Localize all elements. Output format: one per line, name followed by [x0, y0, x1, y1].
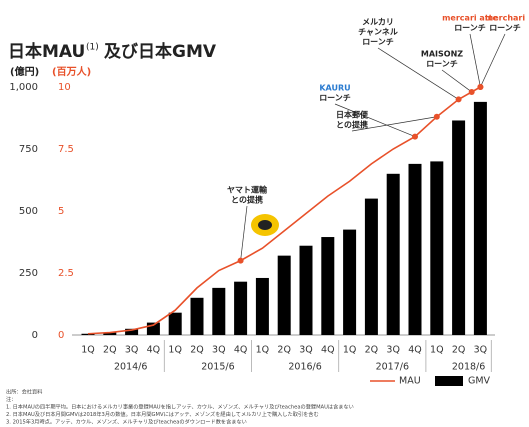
- annotation-dot: [455, 96, 462, 103]
- year-label: 2017/6: [376, 362, 409, 373]
- y2-tick-label: 10: [58, 82, 71, 93]
- y2-tick-label: 0: [58, 330, 64, 341]
- y2-axis-label: (百万人): [52, 65, 91, 78]
- legend-swatch: [435, 376, 463, 386]
- bar: [386, 173, 400, 335]
- year-label: 2018/6: [452, 362, 485, 373]
- annotation-leader: [377, 47, 459, 100]
- y-tick-label: 250: [19, 268, 38, 279]
- annotation-text: メルカリ: [362, 18, 394, 27]
- x-tick-label: 3Q: [386, 345, 400, 356]
- x-tick-label: 2Q: [190, 345, 204, 356]
- legend: MAU GMV: [370, 376, 491, 387]
- footnote: 出所：会社資料: [6, 388, 42, 396]
- footnote: 1. 日本MAUの四半期平均。日本におけるメルカリ事業の登録MAUを指しアッテ、…: [6, 403, 354, 411]
- annotation-text: との提携: [231, 195, 263, 205]
- annotation-text: ローンチ: [489, 24, 521, 33]
- x-tick-label: 2Q: [452, 345, 466, 356]
- chart-title: 日本MAU: [8, 41, 85, 62]
- x-tick-label: 4Q: [234, 345, 248, 356]
- x-tick-label: 1Q: [81, 345, 95, 356]
- y-tick-label: 1,000: [9, 82, 38, 93]
- bar: [255, 277, 269, 335]
- footnote: 2. 日本MAU及び日本月間GMVは2018年3月の数値。日本月間GMVにはアッ…: [6, 410, 319, 418]
- y2-tick-label: 7.5: [58, 144, 74, 155]
- y-tick-label: 0: [32, 330, 38, 341]
- annotation-leader: [334, 103, 416, 137]
- bar: [299, 245, 313, 335]
- x-tick-label: 4Q: [408, 345, 422, 356]
- x-tick-label: 3Q: [299, 345, 313, 356]
- logo-inner: [258, 220, 272, 230]
- bar: [103, 332, 117, 335]
- bar: [364, 198, 378, 335]
- bar: [343, 229, 357, 335]
- bar: [408, 163, 422, 335]
- legend-label: MAU: [399, 376, 421, 387]
- annotation-leader: [240, 205, 248, 261]
- bar: [277, 255, 291, 335]
- y-axis-label: (億円): [10, 65, 39, 78]
- bar: [430, 161, 444, 335]
- bar: [125, 328, 139, 335]
- annotation-text: MAISONZ: [421, 50, 463, 59]
- year-label: 2015/6: [201, 362, 234, 373]
- annotation-dot: [477, 84, 484, 90]
- annotation-text: ローンチ: [454, 24, 486, 33]
- x-tick-label: 3Q: [125, 345, 139, 356]
- x-tick-label: 1Q: [256, 345, 270, 356]
- bar: [473, 101, 487, 335]
- annotation-text: mercari atte: [442, 14, 498, 23]
- annotation-dot: [237, 257, 244, 264]
- year-label: 2016/6: [288, 362, 321, 373]
- year-label: 2014/6: [114, 362, 147, 373]
- y2-tick-label: 5: [58, 206, 64, 217]
- bar: [212, 287, 226, 335]
- annotation-text: ローンチ: [362, 38, 394, 47]
- x-tick-label: 4Q: [321, 345, 335, 356]
- x-tick-label: 4Q: [147, 345, 161, 356]
- x-tick-label: 3Q: [474, 345, 488, 356]
- annotation-text: ローンチ: [426, 60, 458, 69]
- footnote: 3. 2015年3月時点。アッテ、カウル、メゾンズ、メルチャリ及びteachea…: [6, 418, 247, 426]
- legend-label: GMV: [468, 376, 491, 387]
- bar: [190, 297, 204, 335]
- footnote: 注：: [6, 395, 16, 403]
- bar: [321, 237, 335, 335]
- y-tick-label: 500: [19, 206, 38, 217]
- x-tick-label: 1Q: [343, 345, 357, 356]
- y-tick-label: 750: [19, 144, 38, 155]
- annotation-text: との提携: [336, 120, 368, 130]
- annotation-leader: [480, 33, 506, 88]
- chart-title-rest: 及び日本GMV: [104, 41, 217, 62]
- x-tick-label: 2Q: [365, 345, 379, 356]
- annotation-dot: [468, 88, 475, 95]
- title-note: (1): [86, 43, 99, 53]
- annotation-leader: [441, 69, 472, 93]
- x-tick-label: 3Q: [212, 345, 226, 356]
- annotation-text: ローンチ: [319, 94, 351, 103]
- x-tick-label: 1Q: [430, 345, 444, 356]
- annotation-text: ヤマト運輸: [227, 185, 268, 195]
- bar: [452, 120, 466, 335]
- annotation-leader: [469, 33, 481, 88]
- annotation-text: merchari: [485, 14, 525, 23]
- bar: [81, 333, 95, 335]
- annotation-dot: [433, 113, 440, 120]
- annotation-leader: [351, 116, 437, 132]
- annotation-text: 日本郵便: [336, 110, 369, 120]
- x-tick-label: 1Q: [168, 345, 182, 356]
- y2-tick-label: 2.5: [58, 268, 74, 279]
- annotation-text: チャンネル: [358, 27, 398, 37]
- annotation-dot: [412, 133, 418, 140]
- x-tick-label: 2Q: [103, 345, 117, 356]
- bar: [234, 281, 248, 335]
- x-tick-label: 2Q: [277, 345, 291, 356]
- bar: [168, 312, 182, 335]
- annotation-text: KAURU: [319, 84, 350, 93]
